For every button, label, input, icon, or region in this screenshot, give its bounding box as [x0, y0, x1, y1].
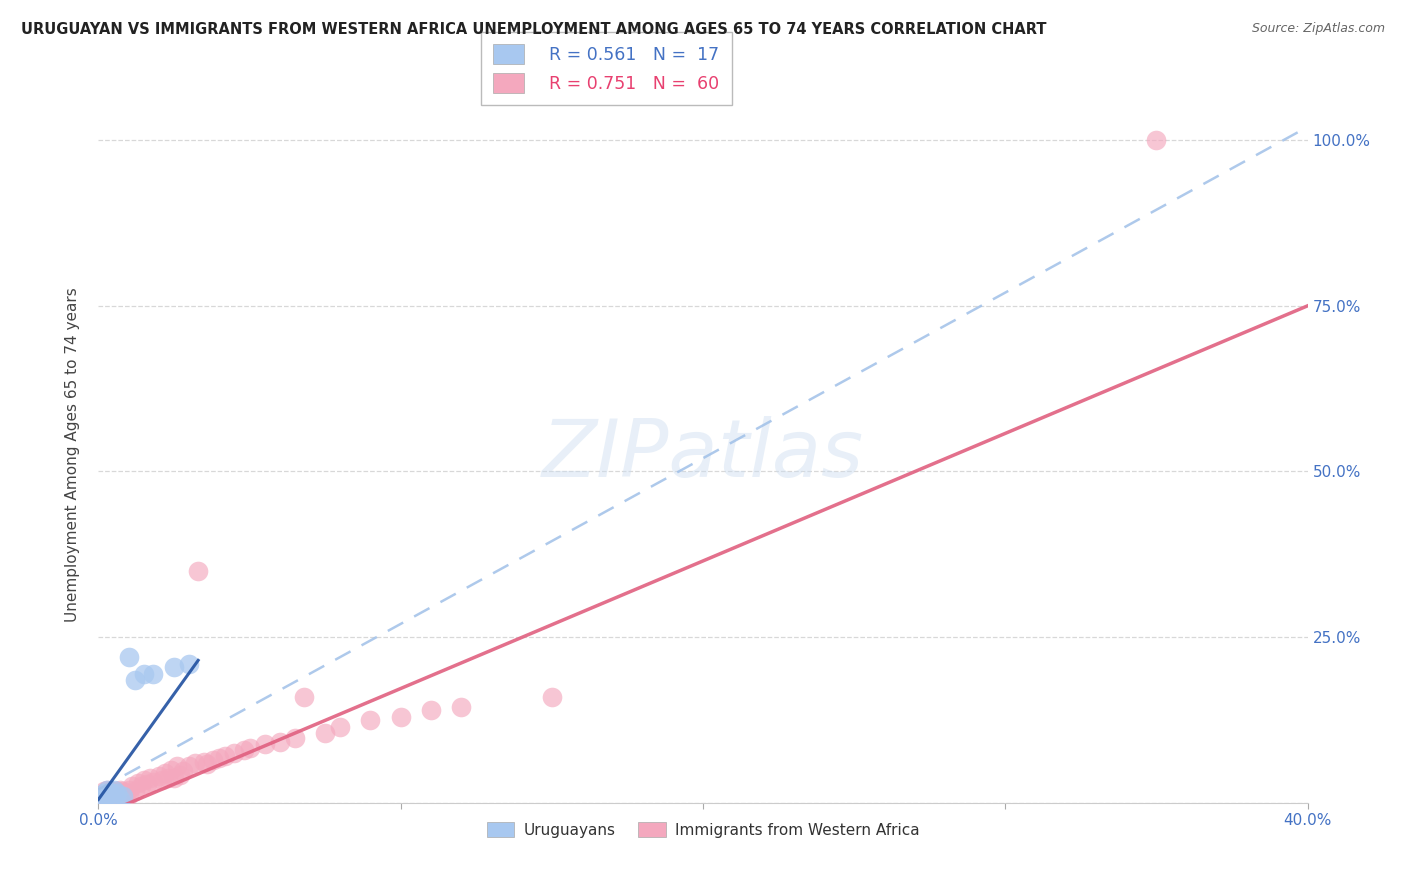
Point [239, 741, 262, 756]
Point [169, 768, 191, 782]
Point [208, 750, 231, 764]
Point [100, 784, 122, 798]
Point [108, 788, 131, 802]
Point [121, 779, 143, 793]
Point [96, 789, 118, 804]
Point [124, 784, 146, 798]
Point [163, 771, 186, 785]
Point [93, 790, 115, 805]
Point [108, 782, 131, 797]
Point [156, 771, 179, 785]
Point [114, 786, 136, 800]
Point [124, 673, 146, 688]
Point [142, 774, 165, 789]
Point [450, 699, 472, 714]
Point [93, 790, 115, 805]
Point [1144, 133, 1167, 147]
Point [90, 792, 112, 806]
Point [93, 784, 115, 798]
Point [148, 769, 170, 783]
Point [105, 786, 128, 800]
Point [139, 771, 162, 785]
Point [184, 756, 207, 770]
Point [93, 786, 115, 800]
Text: ZIPatlas: ZIPatlas [541, 416, 865, 494]
Point [90, 788, 112, 802]
Point [142, 666, 165, 681]
Point [111, 790, 134, 805]
Point [118, 650, 141, 665]
Point [284, 731, 307, 745]
Point [111, 784, 134, 798]
Point [105, 784, 128, 798]
Point [150, 772, 173, 787]
Point [160, 763, 183, 777]
Point [100, 789, 122, 804]
Point [153, 766, 176, 780]
Point [224, 746, 246, 760]
Point [329, 720, 352, 734]
Point [108, 792, 131, 806]
Point [103, 786, 125, 800]
Point [105, 789, 128, 804]
Point [232, 743, 254, 757]
Point [127, 776, 149, 790]
Point [292, 690, 315, 704]
Point [172, 764, 194, 778]
Point [420, 703, 443, 717]
Point [103, 782, 125, 797]
Point [90, 792, 112, 806]
Point [179, 759, 201, 773]
Point [135, 777, 157, 791]
Point [193, 755, 215, 769]
Point [187, 564, 209, 578]
Text: URUGUAYAN VS IMMIGRANTS FROM WESTERN AFRICA UNEMPLOYMENT AMONG AGES 65 TO 74 YEA: URUGUAYAN VS IMMIGRANTS FROM WESTERN AFR… [21, 22, 1046, 37]
Point [96, 792, 118, 806]
Point [129, 779, 152, 793]
Point [132, 772, 155, 787]
Point [132, 666, 155, 681]
Point [195, 757, 218, 772]
Point [269, 735, 291, 749]
Point [314, 726, 336, 740]
Point [253, 738, 276, 752]
Point [96, 788, 118, 802]
Point [163, 660, 186, 674]
Point [214, 749, 236, 764]
Text: Source: ZipAtlas.com: Source: ZipAtlas.com [1251, 22, 1385, 36]
Point [103, 789, 125, 804]
Point [96, 782, 118, 797]
Y-axis label: Unemployment Among Ages 65 to 74 years: Unemployment Among Ages 65 to 74 years [65, 287, 80, 623]
Point [179, 657, 201, 671]
Point [118, 788, 141, 802]
Point [360, 713, 382, 727]
Point [96, 782, 118, 797]
Point [202, 753, 225, 767]
Point [100, 786, 122, 800]
Point [166, 759, 188, 773]
Point [103, 790, 125, 805]
Point [540, 690, 562, 704]
Point [118, 782, 141, 797]
Point [389, 709, 412, 723]
Point [111, 789, 134, 804]
Legend: Uruguayans, Immigrants from Western Africa: Uruguayans, Immigrants from Western Afri… [481, 815, 925, 844]
